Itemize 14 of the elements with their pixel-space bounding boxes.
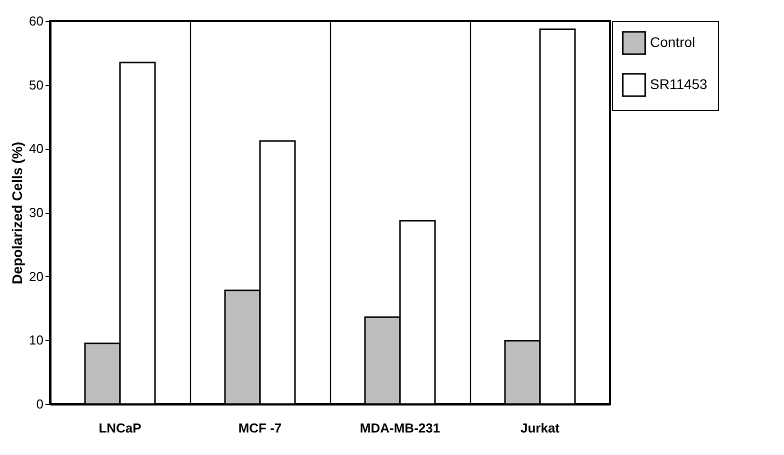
y-tick-label: 30 — [29, 205, 44, 220]
legend-label: Control — [650, 34, 696, 50]
y-tick-label: 40 — [29, 141, 44, 156]
x-tick-label: Jurkat — [520, 420, 560, 436]
x-tick-label: MDA-MB-231 — [360, 420, 440, 436]
y-tick-label: 20 — [29, 268, 44, 284]
x-tick-label: LNCaP — [98, 420, 142, 436]
y-tick-label: 0 — [36, 396, 44, 412]
y-tick-label: 50 — [29, 77, 44, 92]
y-tick-label: 10 — [29, 332, 44, 348]
y-tick-label: 60 — [29, 14, 44, 28]
x-tick-label: MCF -7 — [238, 420, 282, 436]
legend-label: SR11453 — [650, 76, 708, 92]
y-axis-title: Depolarized Cells (%) — [9, 142, 26, 284]
